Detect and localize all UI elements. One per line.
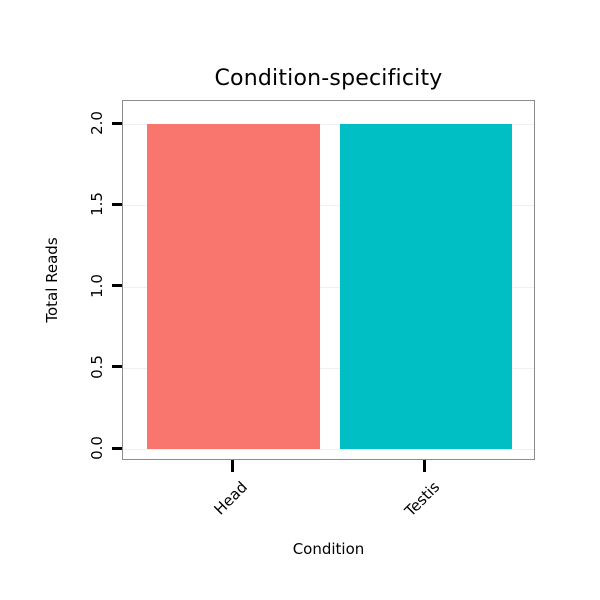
y-axis-tick (112, 284, 122, 287)
chart-title: Condition-specificity (214, 66, 443, 91)
x-tick-label: Testis (401, 478, 444, 521)
x-axis-title: Condition (292, 540, 365, 558)
y-axis-tick (112, 121, 122, 125)
y-tick-label: 1.0 (88, 273, 106, 298)
gridline (123, 449, 534, 450)
y-axis-title: Total Reads (43, 237, 61, 323)
x-tick-label: Head (210, 478, 251, 519)
gridline (123, 367, 534, 369)
y-tick-label: 0.5 (88, 354, 106, 379)
gridline (123, 124, 534, 125)
x-axis-tick (230, 460, 234, 472)
y-tick-label: 1.5 (88, 192, 106, 217)
y-axis-tick (112, 446, 122, 450)
bar-testis (339, 124, 512, 449)
y-axis-tick (112, 365, 122, 369)
y-tick-label: 2.0 (88, 111, 106, 135)
bar-head (147, 124, 320, 449)
plot-panel (122, 100, 535, 460)
x-axis-tick (423, 460, 427, 472)
gridline (123, 205, 534, 207)
gridline (123, 286, 534, 288)
y-axis-tick (112, 202, 122, 206)
y-tick-label: 0.0 (88, 436, 106, 460)
